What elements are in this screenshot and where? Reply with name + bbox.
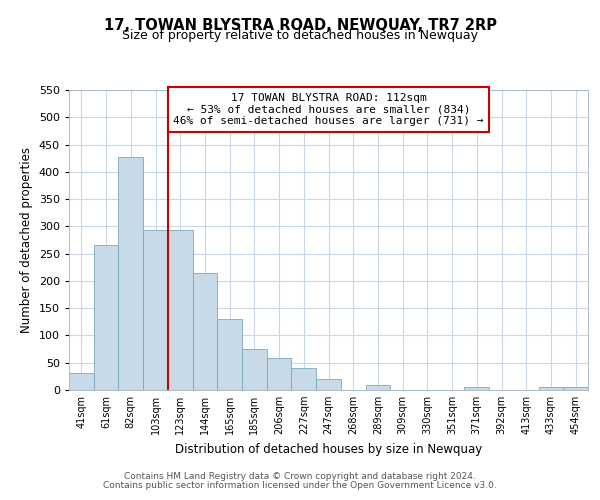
Text: Size of property relative to detached houses in Newquay: Size of property relative to detached ho… — [122, 29, 478, 42]
Bar — [143, 230, 168, 390]
Bar — [464, 388, 489, 390]
Text: Contains HM Land Registry data © Crown copyright and database right 2024.: Contains HM Land Registry data © Crown c… — [124, 472, 476, 481]
Bar — [563, 388, 588, 390]
Bar — [69, 372, 94, 390]
Bar — [365, 384, 390, 390]
Bar — [267, 358, 292, 390]
Bar — [168, 230, 193, 390]
Bar — [193, 272, 217, 390]
Text: 17, TOWAN BLYSTRA ROAD, NEWQUAY, TR7 2RP: 17, TOWAN BLYSTRA ROAD, NEWQUAY, TR7 2RP — [104, 18, 497, 32]
Bar — [316, 379, 341, 390]
Bar — [292, 368, 316, 390]
Text: Distribution of detached houses by size in Newquay: Distribution of detached houses by size … — [175, 442, 482, 456]
Bar — [217, 319, 242, 390]
Text: Contains public sector information licensed under the Open Government Licence v3: Contains public sector information licen… — [103, 481, 497, 490]
Bar — [118, 156, 143, 390]
Bar — [539, 388, 563, 390]
Y-axis label: Number of detached properties: Number of detached properties — [20, 147, 33, 333]
Text: 17 TOWAN BLYSTRA ROAD: 112sqm
← 53% of detached houses are smaller (834)
46% of : 17 TOWAN BLYSTRA ROAD: 112sqm ← 53% of d… — [173, 93, 484, 126]
Bar — [242, 348, 267, 390]
Bar — [94, 246, 118, 390]
